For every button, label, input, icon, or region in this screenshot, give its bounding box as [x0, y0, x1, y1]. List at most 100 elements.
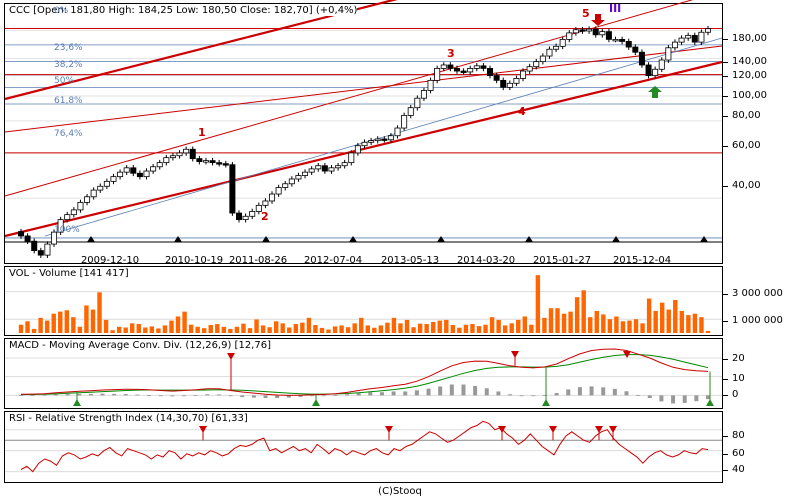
rsi-sell-marker	[498, 426, 506, 433]
fib-label: 100%	[54, 225, 80, 235]
volume-bar	[607, 319, 613, 333]
price-y-tick: 80,00	[723, 110, 761, 121]
volume-bar	[385, 322, 390, 333]
macd-histogram-bar	[414, 390, 419, 396]
volume-panel-title: VOL - Volume [141 417]	[9, 268, 129, 279]
macd-histogram-bar	[182, 395, 187, 397]
sell-signal-marker	[511, 351, 519, 358]
volume-bar	[588, 317, 593, 333]
volume-bar	[679, 310, 685, 333]
price-y-tick: 120,00	[723, 70, 767, 81]
candle-down	[453, 68, 460, 72]
candle-up	[328, 167, 335, 172]
macd-histogram-bar	[19, 395, 23, 396]
candle-down	[500, 79, 507, 88]
buy-signal-marker	[73, 399, 81, 406]
macd-histogram-bar	[659, 395, 664, 402]
volume-bar	[457, 327, 462, 333]
macd-histogram-bar	[601, 387, 606, 396]
x-tick-marker	[525, 236, 533, 242]
macd-histogram-bar	[519, 395, 524, 397]
candle-up	[308, 168, 315, 173]
macd-histogram-bar	[484, 388, 489, 396]
macd-histogram-bar	[403, 391, 408, 396]
rsi-sell-marker	[385, 426, 393, 433]
macd-histogram-bar	[636, 395, 641, 396]
candle-up	[586, 28, 593, 32]
volume-bar	[287, 327, 292, 333]
candle-up	[242, 215, 249, 221]
macd-histogram-bar	[53, 394, 58, 396]
volume-bar	[182, 311, 187, 333]
volume-bar	[431, 321, 436, 333]
volume-bar	[188, 324, 194, 333]
volume-bar	[234, 326, 240, 333]
price-y-tick: 60,00	[723, 140, 761, 151]
candle-up	[150, 166, 157, 172]
x-tick-marker	[349, 236, 357, 242]
candle-up	[427, 79, 434, 91]
candle-up	[572, 29, 579, 34]
volume-bar	[620, 321, 626, 333]
candle-down	[196, 158, 203, 163]
volume-bar	[633, 319, 639, 333]
macd-histogram-bar	[426, 388, 431, 396]
volume-bar	[280, 323, 285, 333]
wave-label: 3	[447, 47, 455, 60]
macd-histogram-bar	[205, 394, 210, 396]
candle-up	[341, 162, 348, 167]
candle-down	[592, 28, 599, 36]
volume-bar	[313, 325, 318, 333]
x-tick-label: 2015-12-04	[612, 255, 672, 266]
x-tick-label: 2015-01-27	[532, 255, 592, 266]
candle-up	[685, 35, 692, 39]
volume-bar	[496, 319, 501, 333]
copyright-footer: (C)Stooq	[378, 486, 422, 497]
volume-bar	[398, 323, 403, 333]
candle-up	[434, 68, 441, 81]
rsi-sell-marker	[609, 426, 617, 433]
volume-y-tick: 3 000 000	[723, 288, 783, 299]
price-y-tick: 140,00	[723, 56, 767, 67]
volume-bar	[378, 325, 384, 333]
macd-histogram-bar	[682, 395, 687, 403]
candle-up	[315, 165, 322, 170]
candle-up	[57, 219, 64, 233]
macd-histogram-bar	[65, 394, 70, 396]
volume-bar	[365, 325, 370, 333]
volume-bar	[136, 324, 141, 333]
macd-histogram-bar	[228, 395, 233, 397]
volume-bar	[404, 319, 410, 333]
rsi-panel: RSI - Relative Strength Index (14,30,70)…	[4, 411, 723, 483]
volume-bar	[424, 324, 429, 333]
macd-histogram-bar	[566, 389, 571, 396]
macd-histogram-bar	[112, 393, 117, 396]
volume-bar	[143, 327, 148, 333]
macd-histogram-bar	[240, 395, 245, 398]
volume-bar	[130, 323, 135, 333]
volume-bar	[25, 321, 30, 333]
volume-bar	[202, 328, 207, 333]
candle-up	[163, 157, 170, 164]
volume-bar	[476, 326, 482, 333]
volume-bar	[64, 310, 69, 333]
volume-bar	[110, 330, 115, 333]
channel-line	[4, 0, 694, 197]
rsi-y-tick: 40	[723, 464, 745, 475]
macd-histogram-bar	[461, 384, 466, 396]
wave-label: 1	[198, 126, 206, 139]
candle-up	[275, 187, 282, 195]
macd-histogram-bar	[496, 391, 501, 396]
candle-up	[103, 180, 110, 187]
candle-up	[183, 148, 190, 154]
volume-bar	[247, 328, 253, 333]
candle-up	[348, 152, 355, 164]
candle-up	[269, 193, 276, 202]
macd-histogram-bar	[123, 394, 128, 396]
fib-label: 0%	[54, 6, 69, 16]
volume-bar	[293, 324, 298, 333]
volume-bar	[516, 319, 521, 333]
volume-bar	[58, 311, 63, 333]
fib-trendline	[44, 37, 723, 237]
candle-up	[117, 171, 124, 178]
